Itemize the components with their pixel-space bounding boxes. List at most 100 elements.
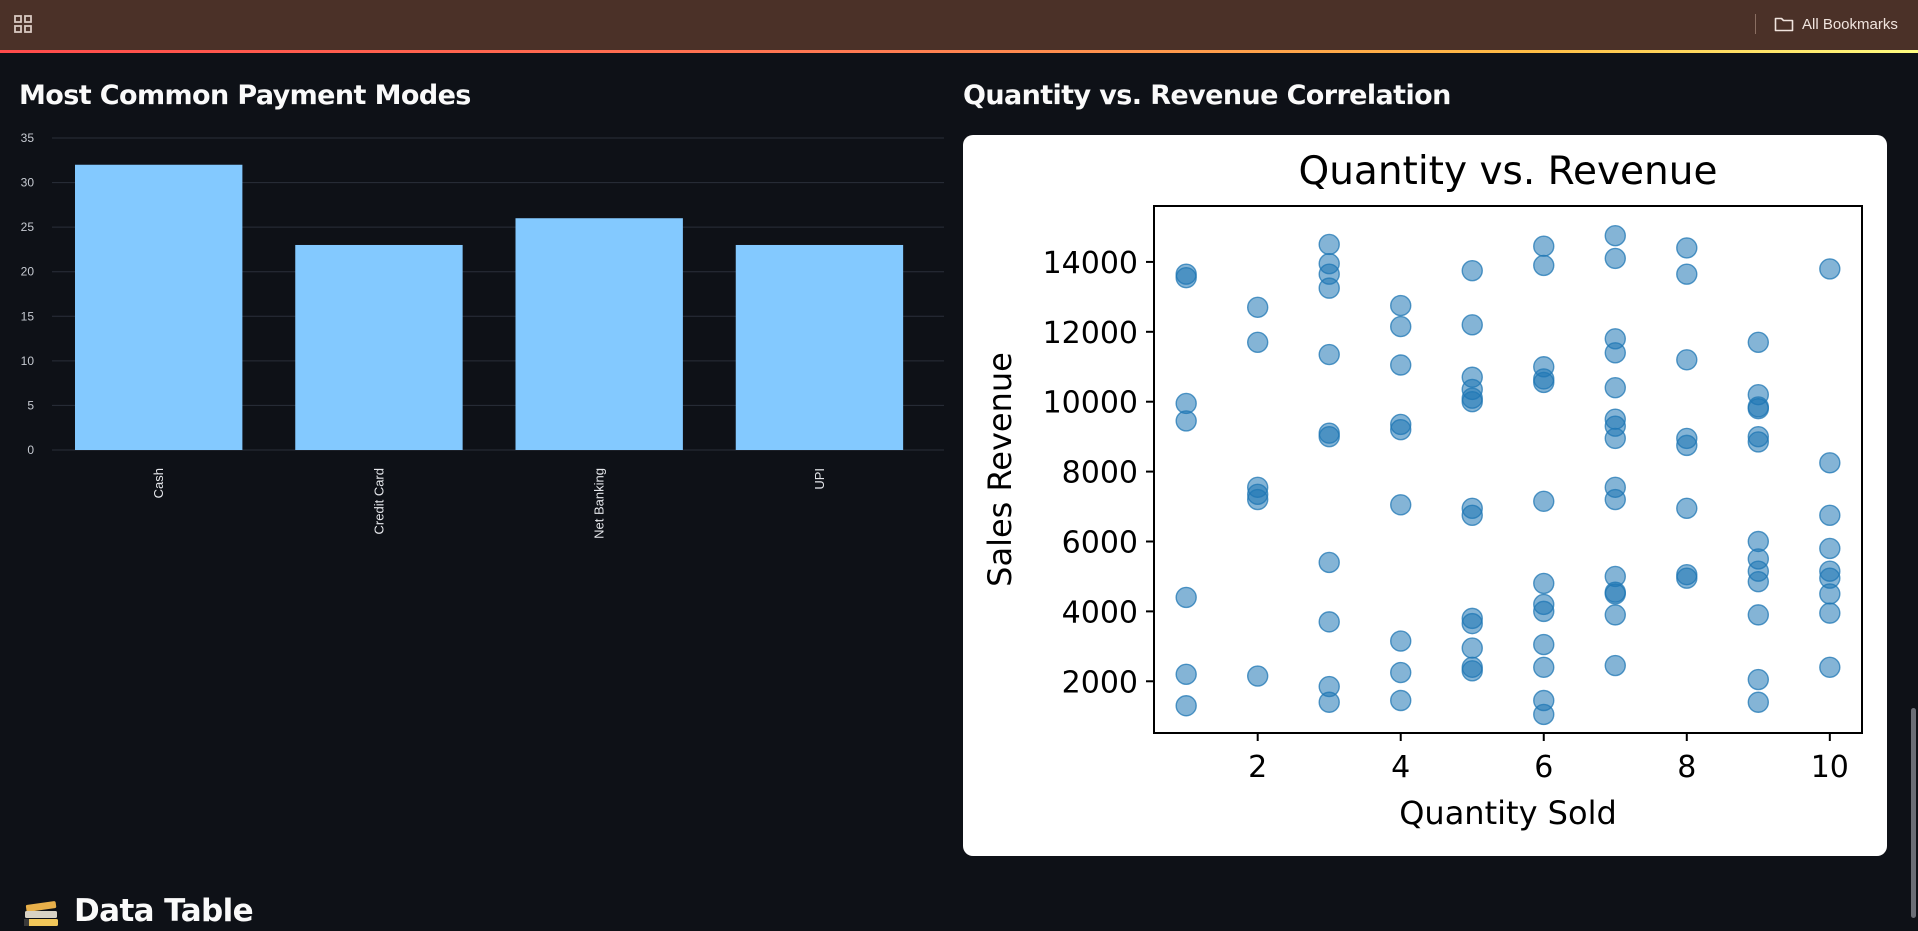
scatter-point	[1604, 342, 1626, 364]
scatter-x-tick-label: 8	[1677, 750, 1696, 785]
scatter-point	[1676, 567, 1698, 589]
bookmarks-bar: All Bookmarks	[0, 0, 1918, 50]
scatter-point	[1533, 235, 1555, 257]
scatter-y-tick-label: 14000	[1043, 246, 1138, 281]
scatter-point	[1390, 354, 1412, 376]
scatter-point	[1819, 583, 1841, 605]
scatter-x-axis-label: Quantity Sold	[1399, 794, 1617, 832]
scatter-point	[1819, 452, 1841, 474]
scatter-point	[1676, 434, 1698, 457]
scatter-point	[1747, 331, 1770, 353]
scatter-point	[1676, 263, 1698, 285]
scatter-point	[1604, 604, 1626, 626]
scatter-point	[1747, 570, 1770, 593]
correlation-title: Quantity vs. Revenue Correlation	[963, 80, 1451, 111]
scatter-point	[1318, 611, 1340, 633]
scatter-point	[1390, 294, 1412, 317]
bar-y-tick-label: 20	[21, 265, 35, 279]
bar-y-tick-label: 30	[21, 176, 35, 190]
scatter-point	[1604, 654, 1626, 677]
scatter-point	[1604, 427, 1626, 450]
scatter-point	[1390, 494, 1412, 516]
bookmarks-divider	[1755, 14, 1756, 34]
scatter-point	[1318, 233, 1340, 256]
scatter-point	[1318, 343, 1340, 366]
scatter-point	[1318, 277, 1340, 299]
scatter-point	[1604, 583, 1626, 605]
scatter-point	[1461, 612, 1483, 635]
scatter-point	[1175, 410, 1197, 432]
scatter-point	[1819, 258, 1841, 280]
scatter-point	[1461, 660, 1483, 682]
scatter-point	[1175, 695, 1197, 717]
data-table-title: Data Table	[74, 893, 254, 929]
bar-x-tick-label: Cash	[151, 468, 166, 498]
bar-cash	[75, 164, 243, 450]
scatter-point	[1390, 661, 1412, 684]
scatter-point	[1604, 225, 1626, 247]
bar-y-tick-label: 0	[27, 443, 34, 457]
scatter-point	[1676, 349, 1698, 371]
scatter-point	[1747, 604, 1770, 626]
scatter-y-tick-label: 6000	[1062, 525, 1138, 560]
scatter-point	[1390, 315, 1412, 338]
scatter-point	[1246, 331, 1269, 353]
scatter-x-tick-label: 6	[1534, 750, 1553, 785]
scrollbar-thumb[interactable]	[1911, 708, 1916, 918]
scatter-title: Quantity vs. Revenue	[1299, 149, 1718, 194]
header-accent-line	[0, 50, 1918, 53]
scatter-point	[1318, 691, 1340, 713]
scatter-point	[1533, 703, 1555, 726]
all-bookmarks-label: All Bookmarks	[1802, 15, 1898, 33]
scatter-y-tick-label: 10000	[1043, 386, 1138, 421]
scatter-y-tick-label: 2000	[1062, 665, 1138, 700]
scatter-point	[1175, 266, 1197, 289]
scatter-point	[1676, 497, 1698, 519]
payment-modes-bar-chart: 0 5 10 15 20 25 30 35 Cash Credit Card Net Banking…	[21, 131, 944, 539]
scatter-point	[1461, 259, 1483, 282]
bar-x-tick-label: Credit Card	[371, 468, 386, 534]
scatter-point	[1533, 600, 1555, 623]
scatter-point	[1246, 296, 1269, 319]
scatter-point	[1819, 602, 1841, 624]
payment-modes-title: Most Common Payment Modes	[19, 80, 471, 111]
bar-x-tick-label: Net Banking	[592, 468, 607, 539]
scatter-point	[1175, 586, 1197, 609]
all-bookmarks-button[interactable]: All Bookmarks	[1774, 11, 1898, 37]
scatter-point	[1819, 656, 1841, 678]
scatter-point	[1604, 247, 1626, 270]
scatter-point	[1246, 665, 1269, 687]
scatter-y-tick-label: 12000	[1043, 316, 1138, 351]
scatter-point	[1461, 637, 1483, 659]
scatter-point	[1533, 254, 1555, 277]
scatter-point	[1747, 668, 1770, 691]
scatter-point	[1390, 689, 1412, 712]
apps-grid-icon[interactable]	[12, 13, 34, 35]
bar-y-tick-label: 15	[21, 309, 35, 323]
scatter-point	[1390, 630, 1412, 652]
scatter-point	[1747, 397, 1770, 420]
scatter-point	[1533, 490, 1555, 513]
scatter-x-tick-label: 2	[1248, 750, 1267, 785]
folder-icon	[1774, 17, 1794, 32]
scatter-point	[1461, 391, 1483, 413]
bar-y-tick-label: 5	[27, 398, 34, 412]
quantity-revenue-scatter-chart: Quantity vs. Revenue 2 4 6 8 10 2000 4000 6000 80…	[981, 149, 1863, 832]
scatter-point	[1604, 488, 1626, 511]
scatter-point	[1461, 314, 1483, 336]
bar-y-tick-label: 35	[21, 131, 35, 145]
scatter-y-axis-label: Sales Revenue	[981, 352, 1019, 587]
scatter-y-tick-label: 8000	[1062, 456, 1138, 491]
scatter-point	[1747, 691, 1770, 713]
bar-x-tick-label: UPI	[812, 468, 827, 490]
bar-net-banking	[515, 218, 683, 450]
scatter-y-tick-label: 4000	[1062, 595, 1138, 630]
scatter-point	[1819, 537, 1841, 560]
scatter-point	[1819, 504, 1841, 526]
scatter-point	[1533, 633, 1555, 656]
scatter-x-tick-label: 4	[1391, 750, 1410, 785]
scatter-point	[1676, 237, 1698, 259]
scatter-point	[1533, 371, 1555, 394]
page-scrollbar[interactable]	[1910, 53, 1918, 924]
scatter-point	[1533, 572, 1555, 595]
